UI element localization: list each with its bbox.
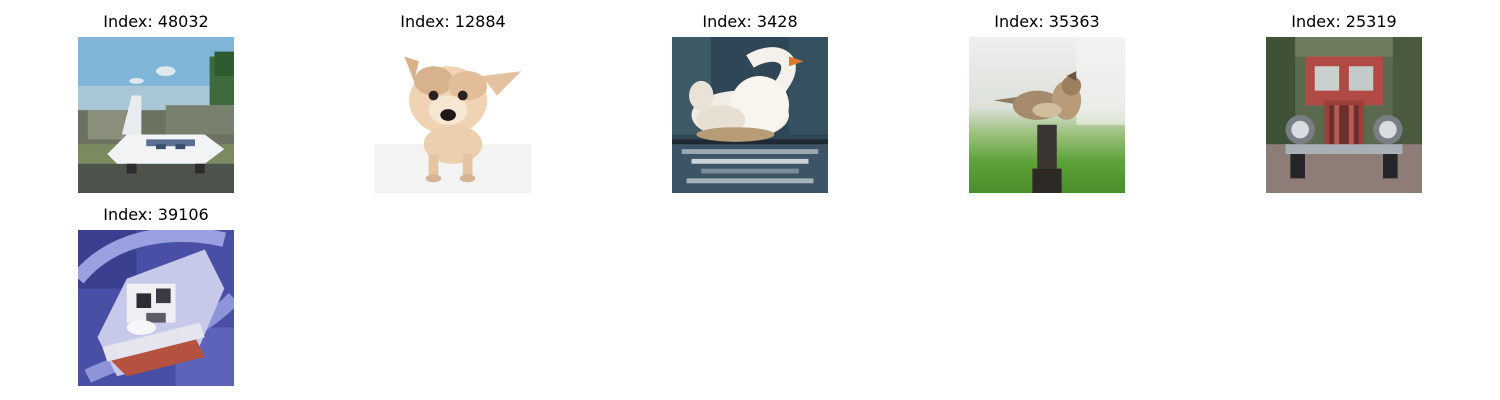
boat-photo — [78, 230, 234, 386]
image-title: Index: 35363 — [994, 12, 1100, 31]
image-title: Index: 3428 — [702, 12, 798, 31]
dog-photo — [375, 37, 531, 193]
swan-photo — [672, 37, 828, 193]
image-title: Index: 25319 — [1291, 12, 1397, 31]
image-title: Index: 12884 — [400, 12, 506, 31]
bird-photo — [969, 37, 1125, 193]
airplane-photo — [78, 37, 234, 193]
image-title: Index: 48032 — [103, 12, 209, 31]
truck-photo — [1266, 37, 1422, 193]
image-title: Index: 39106 — [103, 205, 209, 224]
